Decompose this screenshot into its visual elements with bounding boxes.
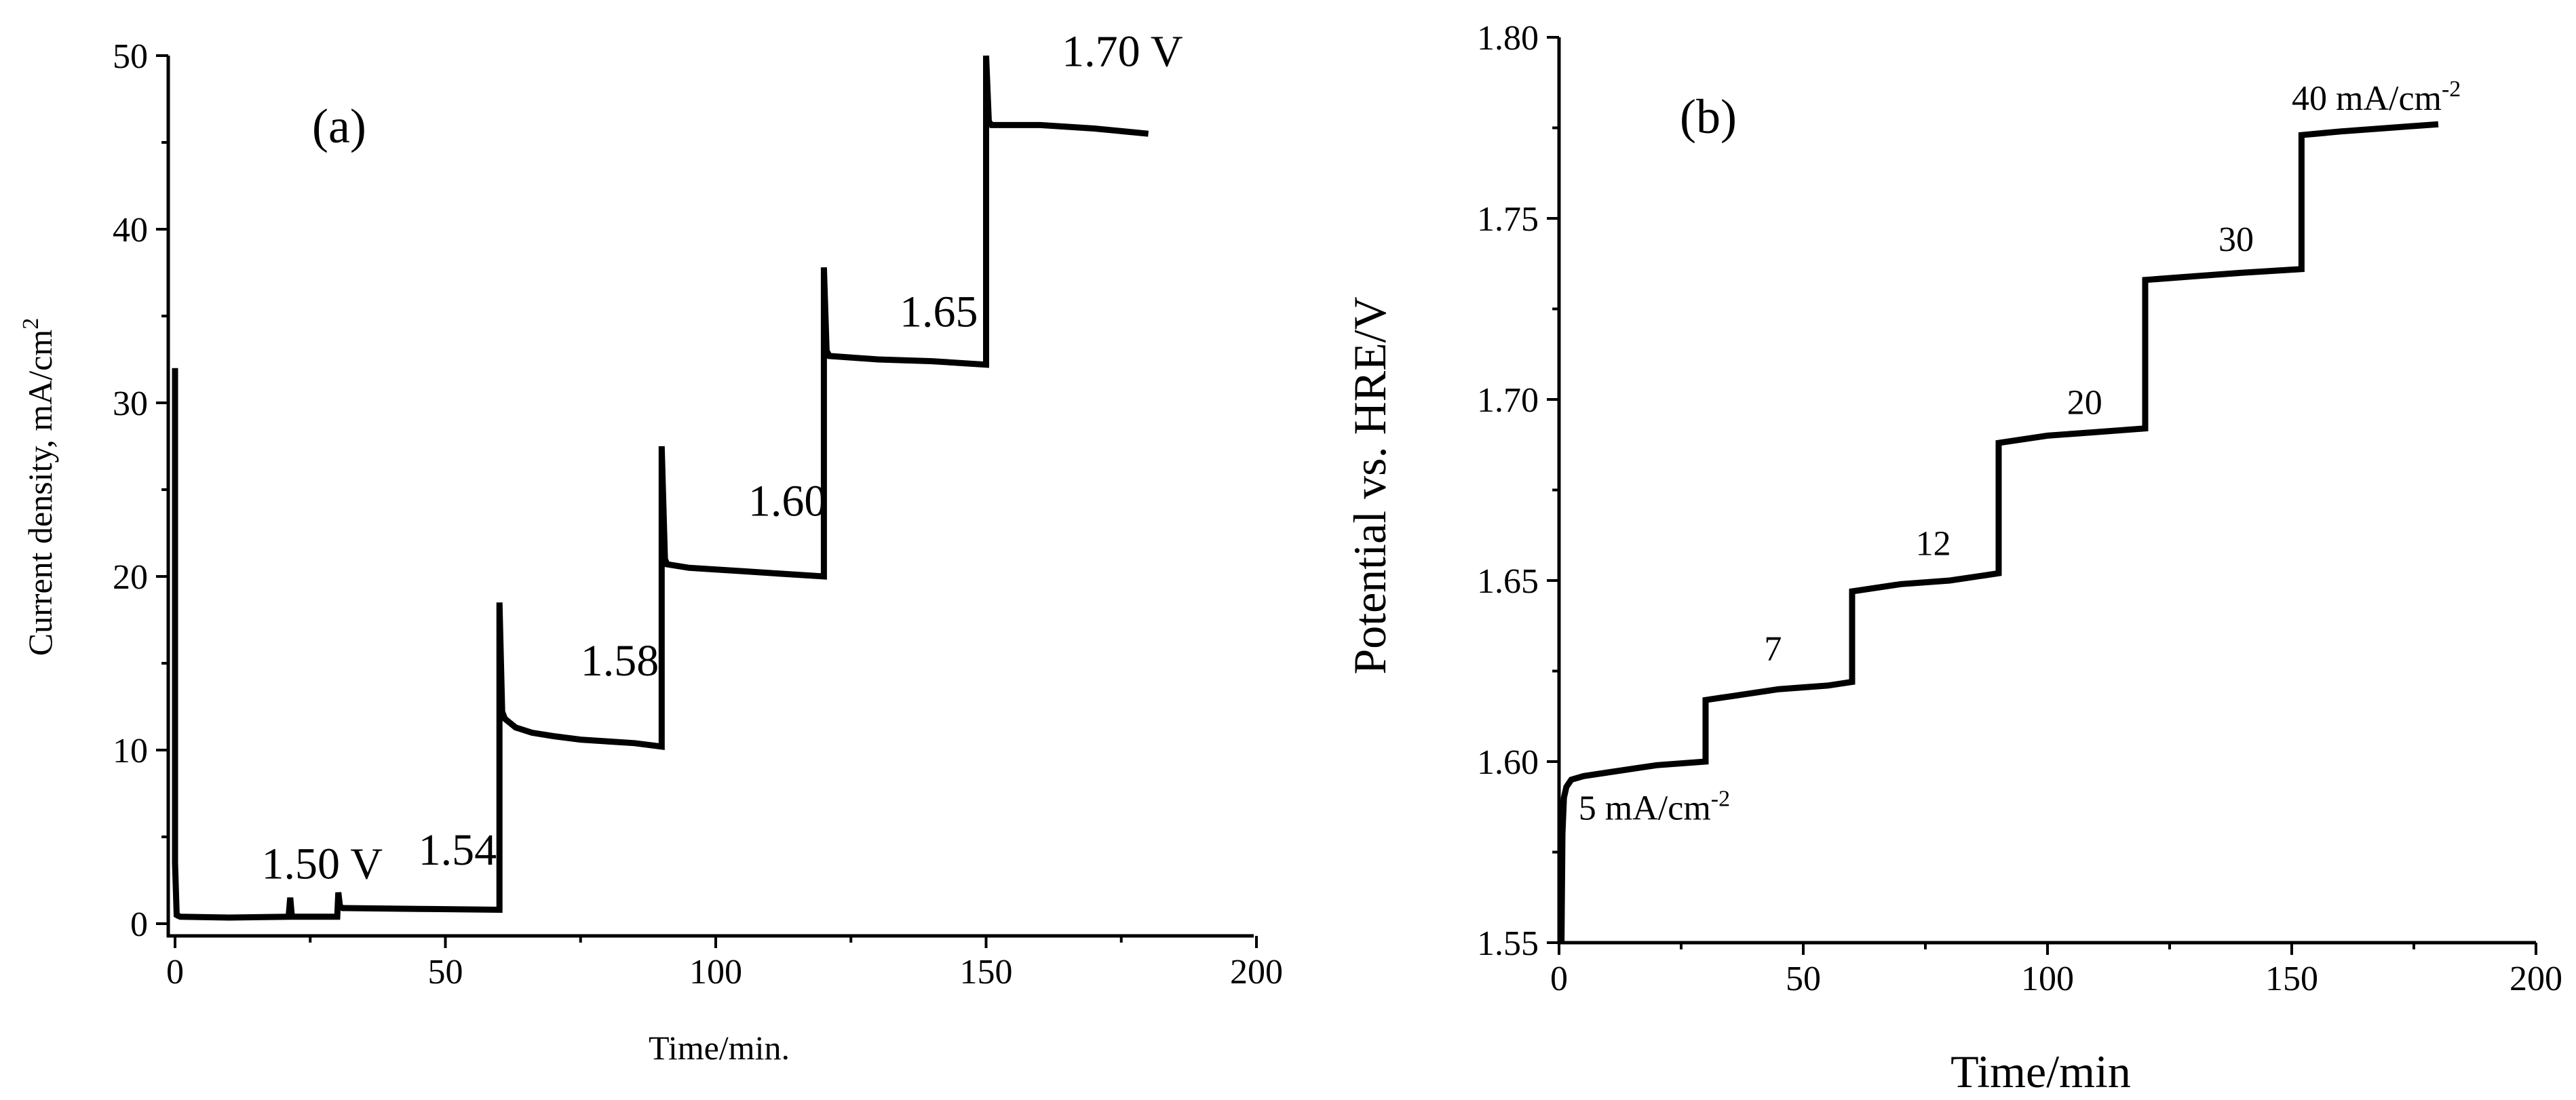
panel-a-ticks: 0 50 100 150 200 0 10 20 30 40 50 — [113, 37, 1283, 991]
panel-b-y-tick-label: 1.55 — [1477, 924, 1539, 963]
panel-b-y-axis-label: Potential vs. HRE/V — [1344, 296, 1396, 674]
panel-a-x-tick-label: 200 — [1230, 953, 1283, 991]
panel-a-annotation: 1.65 — [900, 287, 978, 336]
annotation-text: 1.60 — [748, 476, 827, 526]
panel-b-x-tick-label: 0 — [1550, 960, 1568, 998]
panel-a-annotation: 1.50 V — [262, 839, 383, 888]
panel-a-annotations: 1.50 V 1.54 1.58 1.60 1.65 1.70 V — [262, 26, 1183, 888]
panel-b-series-line — [1558, 121, 2439, 943]
panel-a-annotation: 1.54 — [419, 825, 497, 875]
annotation-text: 1.58 — [581, 636, 659, 686]
annotation-text: 1.50 V — [262, 839, 383, 888]
annotation-text: 1.65 — [900, 287, 978, 336]
panel-b-y-tick-label: 1.65 — [1477, 562, 1539, 601]
panel-b-y-tick-label: 1.60 — [1477, 743, 1539, 782]
panel-b-y-tick-label: 1.75 — [1477, 200, 1539, 239]
panel-a-y-tick-label: 50 — [113, 37, 148, 76]
panel-b-annotation: 7 — [1764, 629, 1782, 668]
panel-b-annotation: 30 — [2218, 220, 2254, 259]
annotation-superscript: -2 — [2442, 77, 2461, 102]
annotation-text: 30 — [2218, 220, 2254, 259]
annotation-text: 5 mA/cm — [1579, 789, 1711, 827]
panel-b-annotation: 20 — [2067, 383, 2102, 422]
panel-a-y-tick-label: 40 — [113, 211, 148, 250]
panel-b-annotation: 12 — [1916, 525, 1951, 564]
annotation-text: 40 mA/cm — [2292, 79, 2442, 118]
panel-a-y-tick-label: 0 — [130, 905, 148, 944]
panel-a-x-axis-label: Time/min. — [649, 1029, 790, 1067]
panel-a-x-tick-label: 50 — [428, 953, 463, 991]
annotation-text: 1.54 — [419, 825, 497, 875]
panel-b-annotation: 5 mA/cm-2 — [1579, 786, 1730, 827]
panel-a-x-tick-label: 0 — [166, 953, 184, 991]
panel-b-x-axis-label: Time/min — [1950, 1046, 2131, 1097]
annotation-text: 12 — [1916, 525, 1951, 564]
panel-b-y-tick-label: 1.80 — [1477, 19, 1539, 58]
panel-a-x-tick-label: 100 — [689, 953, 742, 991]
panel-a-y-axis-label: Current density, mA/cm2 — [18, 318, 59, 656]
panel-a-y-tick-label: 20 — [113, 558, 148, 597]
panel-b-x-tick-label: 100 — [2021, 960, 2074, 998]
panel-b-annotation: 40 mA/cm-2 — [2292, 77, 2461, 118]
panel-b-x-tick-label: 200 — [2510, 960, 2562, 998]
panel-a-annotation: 1.58 — [581, 636, 659, 686]
panel-b-label: (b) — [1680, 90, 1737, 144]
panel-a-annotation: 1.70 V — [1062, 26, 1183, 76]
panel-b: 0 50 100 150 200 1.55 1.60 1.65 1.70 1.75 1.80 5 m… — [1344, 19, 2562, 1097]
panel-a-y-axis-label-text: Current density, mA/cm — [21, 330, 59, 656]
panel-b-x-tick-label: 150 — [2265, 960, 2318, 998]
panel-a-series-line — [172, 55, 1149, 921]
panel-a-axes — [166, 56, 1254, 938]
panel-a-y-axis-label-sup: 2 — [18, 318, 43, 330]
annotation-text: 1.70 V — [1062, 26, 1183, 76]
annotation-text: 7 — [1764, 629, 1782, 668]
panel-a-y-tick-label: 10 — [113, 732, 148, 770]
panel-b-x-tick-label: 50 — [1786, 960, 1821, 998]
panel-a-annotation: 1.60 — [748, 476, 827, 526]
panel-b-ticks: 0 50 100 150 200 1.55 1.60 1.65 1.70 1.75 1.80 — [1477, 19, 2562, 998]
annotation-superscript: -2 — [1711, 786, 1730, 811]
panel-a-label: (a) — [312, 99, 366, 153]
panel-a-x-tick-label: 150 — [960, 953, 1013, 991]
panel-b-y-tick-label: 1.70 — [1477, 381, 1539, 420]
panel-a-y-tick-label: 30 — [113, 385, 148, 423]
annotation-text: 20 — [2067, 383, 2102, 422]
